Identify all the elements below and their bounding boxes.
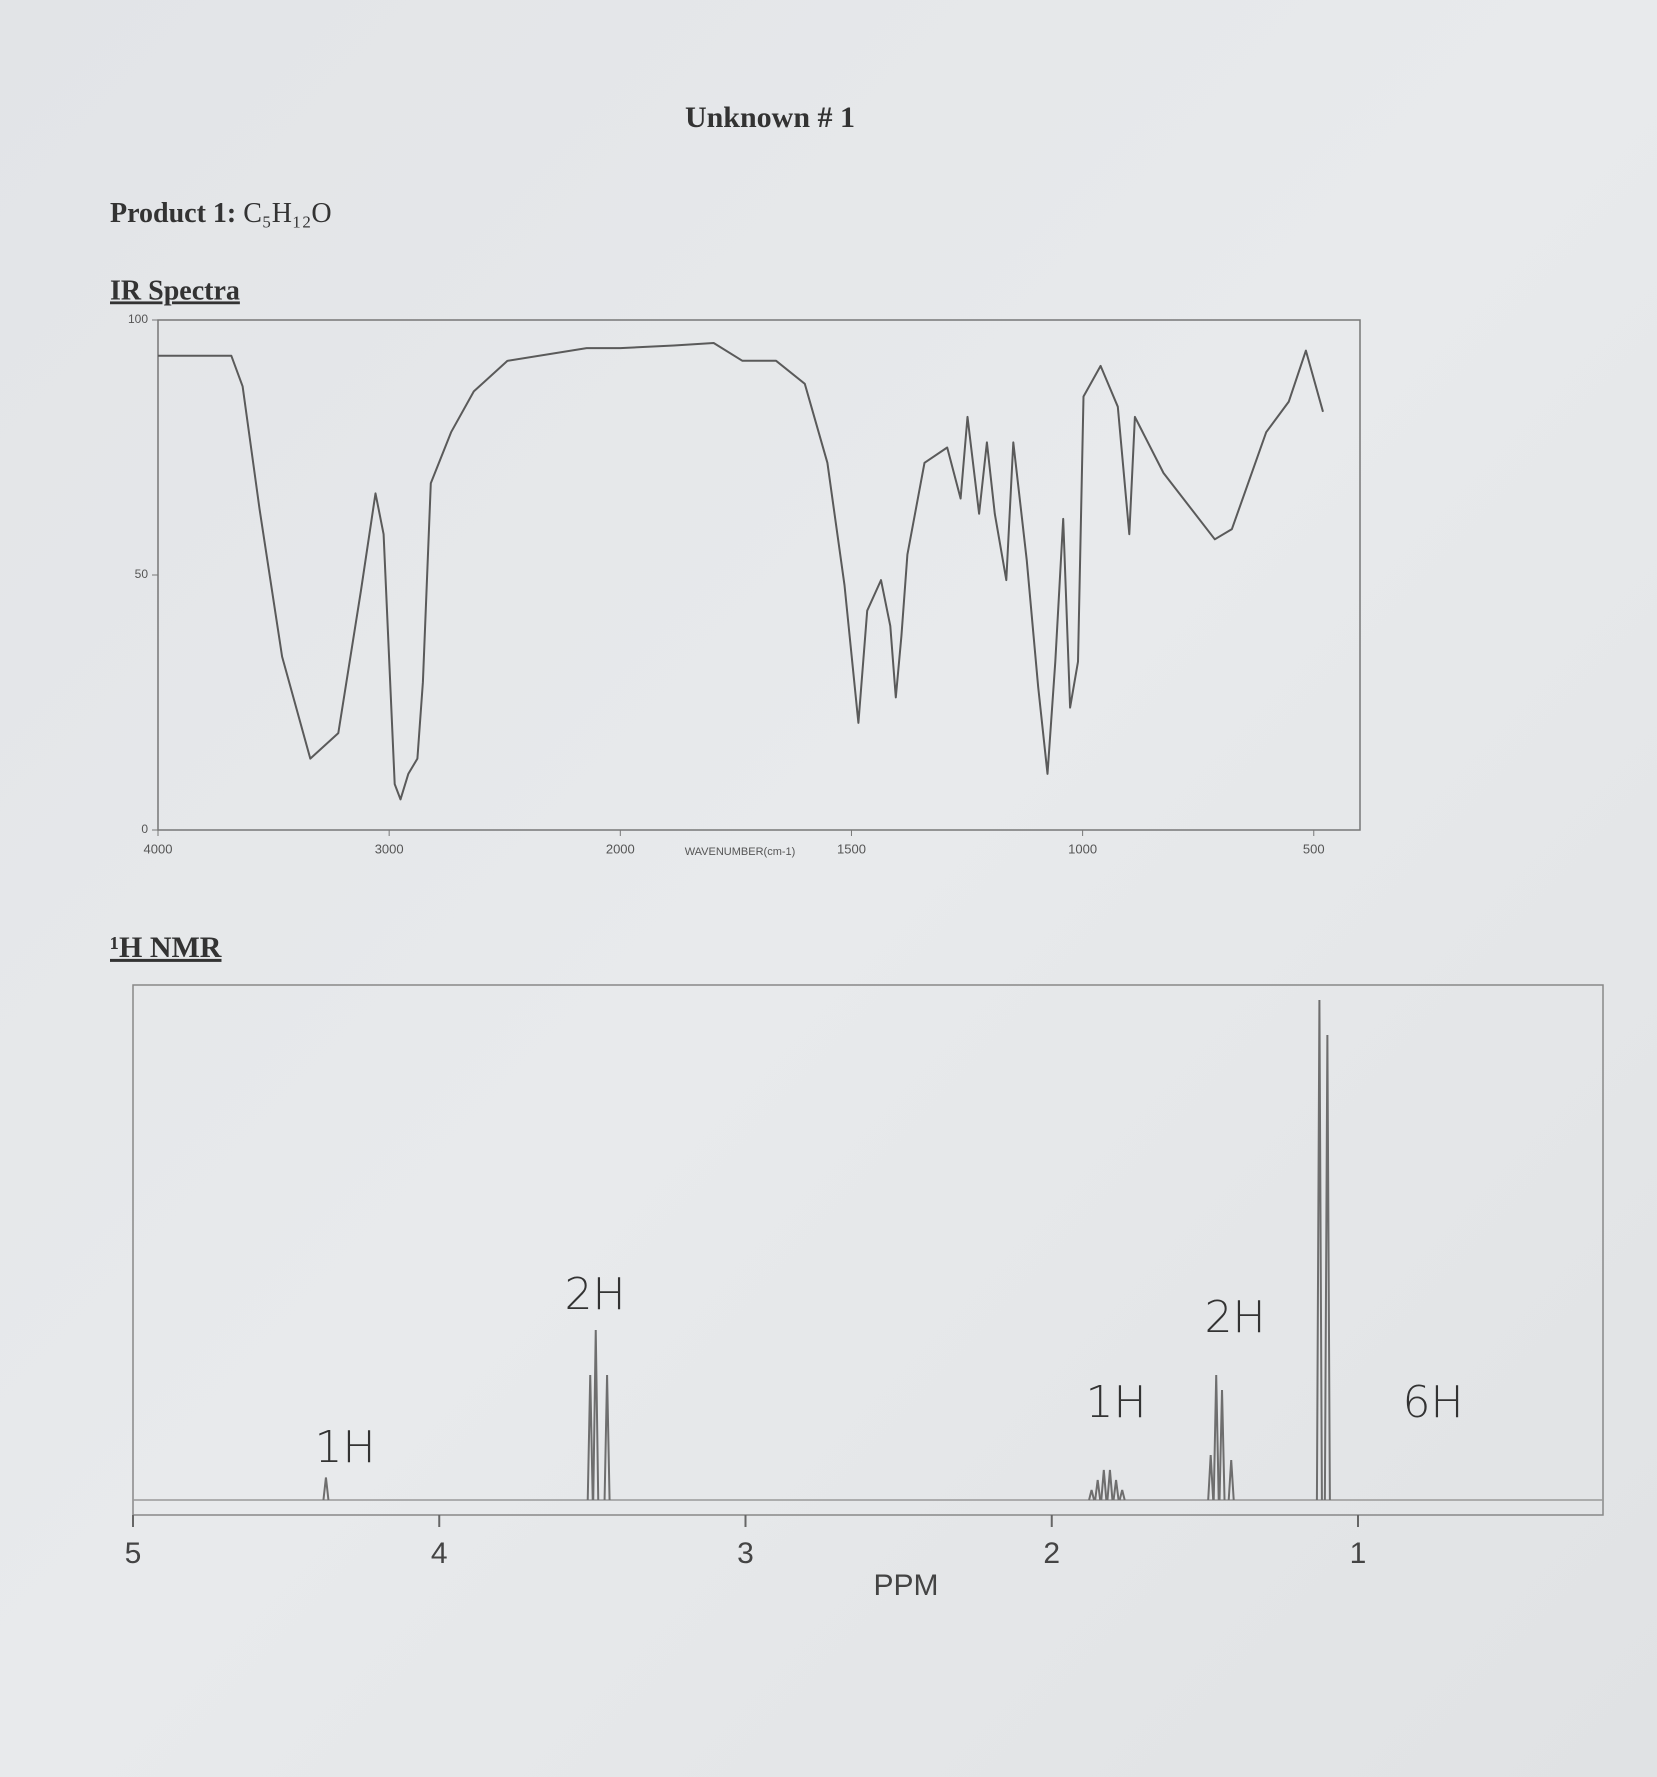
nmr-peak	[1112, 1479, 1120, 1501]
formula: C₅H₁₂O	[243, 198, 331, 229]
x-tick-label: 2000	[606, 841, 635, 856]
nmr-peak	[1094, 1479, 1102, 1501]
x-tick-label: 2	[1043, 1537, 1060, 1570]
ir-trace	[158, 342, 1324, 801]
y-tick-label: 100	[128, 312, 148, 326]
y-tick-label: 50	[135, 567, 149, 581]
nmr-peak	[586, 1374, 594, 1501]
product-line: Product 1: C₅H₁₂O	[110, 198, 332, 229]
x-tick-label: 500	[1303, 841, 1325, 856]
x-tick-label: 1	[1350, 1537, 1367, 1570]
y-tick-label: 0	[141, 822, 148, 836]
nmr-title: ¹H NMR	[110, 931, 222, 964]
nmr-peak	[1100, 1469, 1108, 1501]
integration-note: 6H	[1402, 1377, 1463, 1428]
integration-note: 2H	[564, 1269, 625, 1320]
integration-note: 1H	[314, 1422, 375, 1473]
x-tick-label: 1000	[1068, 841, 1097, 856]
nmr-peak	[1088, 1489, 1096, 1501]
nmr-peak	[1323, 1034, 1331, 1501]
x-tick-label: 3	[737, 1537, 754, 1570]
x-tick-label: 1500	[837, 841, 866, 856]
nmr-peak	[1106, 1469, 1114, 1501]
x-tick-label: 3000	[375, 841, 404, 856]
x-axis-label: WAVENUMBER(cm-1)	[685, 846, 796, 858]
x-axis-label: PPM	[873, 1569, 938, 1602]
integration-note: 2H	[1204, 1292, 1265, 1343]
nmr-peak	[1212, 1374, 1220, 1501]
ir-title: IR Spectra	[110, 275, 240, 306]
product-label: Product 1:	[110, 198, 236, 229]
x-tick-label: 4	[431, 1537, 448, 1570]
page-title: Unknown # 1	[685, 101, 855, 134]
x-tick-label: 5	[125, 1537, 142, 1570]
nmr-peak	[1218, 1389, 1226, 1501]
nmr-peak	[1227, 1459, 1235, 1501]
nmr-peak	[592, 1329, 600, 1501]
nmr-peak	[603, 1374, 611, 1501]
nmr-peak	[1315, 999, 1323, 1501]
plot-frame	[132, 984, 1604, 1516]
x-tick-label: 4000	[144, 841, 173, 856]
nmr-peak	[322, 1477, 330, 1501]
nmr-peak	[1118, 1489, 1126, 1501]
nmr-peak	[1207, 1454, 1215, 1501]
integration-note: 1H	[1085, 1377, 1146, 1428]
